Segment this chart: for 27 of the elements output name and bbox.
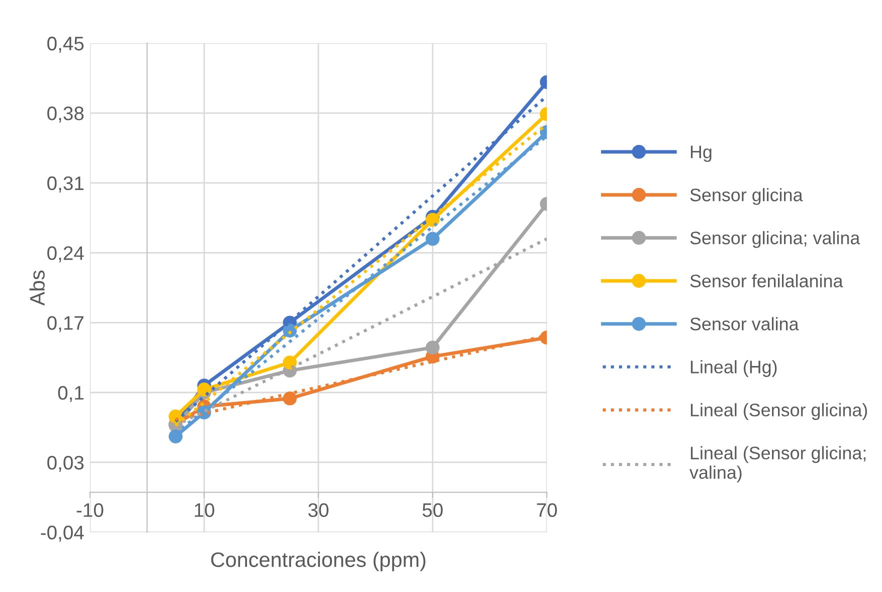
legend-label: Sensor fenilalanina [690, 274, 844, 288]
point [282, 392, 297, 406]
y-tick-label: 0,24 [47, 246, 84, 262]
legend-label: Sensor valina [690, 317, 799, 330]
legend-label: Lineal (Hg) [690, 360, 777, 377]
x-axis-title: Concentraciones (ppm) [211, 552, 426, 572]
y-tick-label: 0,17 [47, 316, 84, 332]
y-tick-label: 0,31 [47, 176, 84, 192]
point [168, 429, 183, 444]
x-tick-label: 70 [537, 503, 557, 517]
legend-label: Sensor glicina [690, 188, 803, 205]
x-tick-label: -10 [76, 503, 104, 517]
x-tick-label: 10 [194, 503, 214, 517]
legend-label: Hg [690, 146, 712, 162]
x-tick-label: 50 [422, 503, 443, 517]
legend-label: Lineal (Sensor glicina) [690, 403, 867, 420]
legend-label: Lineal (Sensor glicina; valina) [690, 446, 866, 482]
y-tick-label: 0,38 [47, 106, 84, 123]
y-tick-label: 0,45 [47, 36, 84, 53]
legend-label: Sensor glicina; valina [690, 231, 860, 248]
x-tick-label: 30 [308, 503, 328, 517]
point [197, 382, 212, 396]
y-tick-label: 0,1 [58, 386, 84, 402]
y-tick-label: -0,04 [40, 526, 84, 542]
y-axis-title: Abs [29, 270, 45, 306]
point [282, 356, 297, 370]
y-tick-label: 0,03 [47, 456, 84, 472]
